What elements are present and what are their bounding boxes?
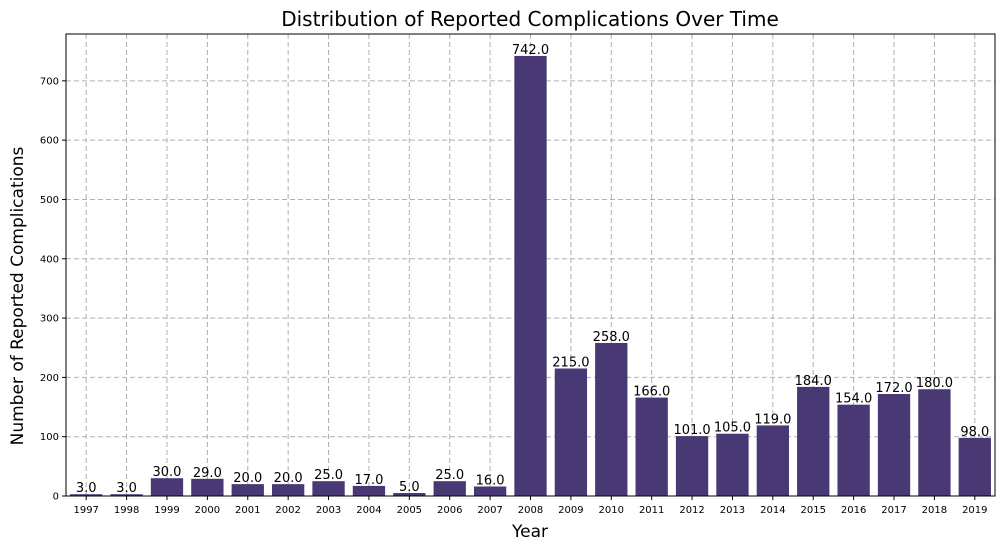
x-tick-label: 2016 <box>841 505 866 516</box>
bar <box>675 436 709 496</box>
data-label: 154.0 <box>835 392 872 407</box>
x-tick-label: 2004 <box>356 505 381 516</box>
bars <box>70 55 991 497</box>
x-tick-label: 2013 <box>720 505 745 516</box>
x-tick-label: 2006 <box>437 505 462 516</box>
data-label: 184.0 <box>795 374 832 389</box>
data-label: 17.0 <box>354 473 383 488</box>
bar <box>595 342 628 496</box>
plot-frame <box>65 33 996 497</box>
x-tick-label: 2009 <box>558 505 583 516</box>
x-tick-label: 2000 <box>195 505 220 516</box>
bar <box>877 393 911 496</box>
x-tick-label: 2019 <box>962 505 987 516</box>
x-tick-label: 2017 <box>881 505 906 516</box>
bar <box>150 478 184 496</box>
data-label: 20.0 <box>274 471 303 486</box>
bar <box>918 389 951 496</box>
data-label: 166.0 <box>633 385 670 400</box>
bar <box>958 437 991 496</box>
x-tick-label: 2014 <box>760 505 785 516</box>
data-label: 105.0 <box>714 421 751 436</box>
y-tick-label: 700 <box>40 76 59 87</box>
data-label: 258.0 <box>593 330 630 345</box>
y-tick-label: 0 <box>53 492 59 503</box>
y-tick-label: 100 <box>40 432 59 443</box>
chart-title: Distribution of Reported Complications O… <box>281 7 779 31</box>
bar <box>70 494 103 496</box>
data-label: 119.0 <box>754 412 791 427</box>
x-tick-label: 2005 <box>397 505 422 516</box>
x-tick-label: 1997 <box>73 505 98 516</box>
x-tick-label: 2015 <box>801 505 826 516</box>
data-label: 16.0 <box>476 474 505 489</box>
x-tick-label: 1998 <box>114 505 139 516</box>
data-label: 30.0 <box>153 465 182 480</box>
y-tick-label: 200 <box>40 373 59 384</box>
bar <box>514 55 547 497</box>
bar <box>271 484 305 496</box>
data-label: 101.0 <box>673 423 710 438</box>
data-label: 215.0 <box>552 355 589 370</box>
data-label: 180.0 <box>916 376 953 391</box>
data-label: 5.0 <box>399 480 420 495</box>
x-axis-label: Year <box>511 522 548 542</box>
bar <box>716 433 749 496</box>
y-axis-ticks: 0 100 200 300 400 500 600 700 <box>40 76 66 503</box>
bar <box>433 481 466 496</box>
bar <box>797 386 830 496</box>
bar <box>554 368 588 496</box>
data-label: 742.0 <box>512 43 549 58</box>
x-tick-label: 2012 <box>679 505 704 516</box>
y-axis-label: Number of Reported Complications <box>8 146 28 445</box>
data-label: 172.0 <box>875 381 912 396</box>
x-axis-ticks: 1997 1998 1999 2000 2001 2002 2003 2004 2005 2006… <box>73 496 988 516</box>
bar <box>110 494 143 496</box>
data-label: 3.0 <box>76 481 97 496</box>
y-tick-label: 300 <box>40 314 59 325</box>
x-tick-label: 2002 <box>275 505 300 516</box>
x-tick-label: 1999 <box>154 505 179 516</box>
data-label: 20.0 <box>233 471 262 486</box>
bar <box>393 493 426 496</box>
data-label: 25.0 <box>314 468 343 483</box>
x-tick-label: 2010 <box>599 505 624 516</box>
x-tick-label: 2011 <box>639 505 664 516</box>
bar <box>352 485 386 496</box>
data-labels: 3.0 3.0 30.0 29.0 20.0 20.0 25.0 17.0 5.0 25.0 16.… <box>76 43 989 496</box>
x-tick-label: 2008 <box>518 505 543 516</box>
data-label: 25.0 <box>435 468 464 483</box>
x-tick-label: 2007 <box>477 505 502 516</box>
bar <box>312 481 345 496</box>
x-tick-label: 2003 <box>316 505 341 516</box>
bar <box>473 486 507 496</box>
bar <box>635 397 668 496</box>
bar <box>756 425 790 496</box>
y-tick-label: 400 <box>40 254 59 265</box>
data-label: 98.0 <box>960 425 989 440</box>
data-label: 3.0 <box>116 481 137 496</box>
x-tick-label: 2001 <box>235 505 260 516</box>
bar <box>191 478 224 496</box>
bar <box>231 484 264 496</box>
data-label: 29.0 <box>193 466 222 481</box>
x-tick-label: 2018 <box>922 505 947 516</box>
bar <box>837 404 870 496</box>
y-tick-label: 500 <box>40 195 59 206</box>
y-tick-label: 600 <box>40 136 59 147</box>
